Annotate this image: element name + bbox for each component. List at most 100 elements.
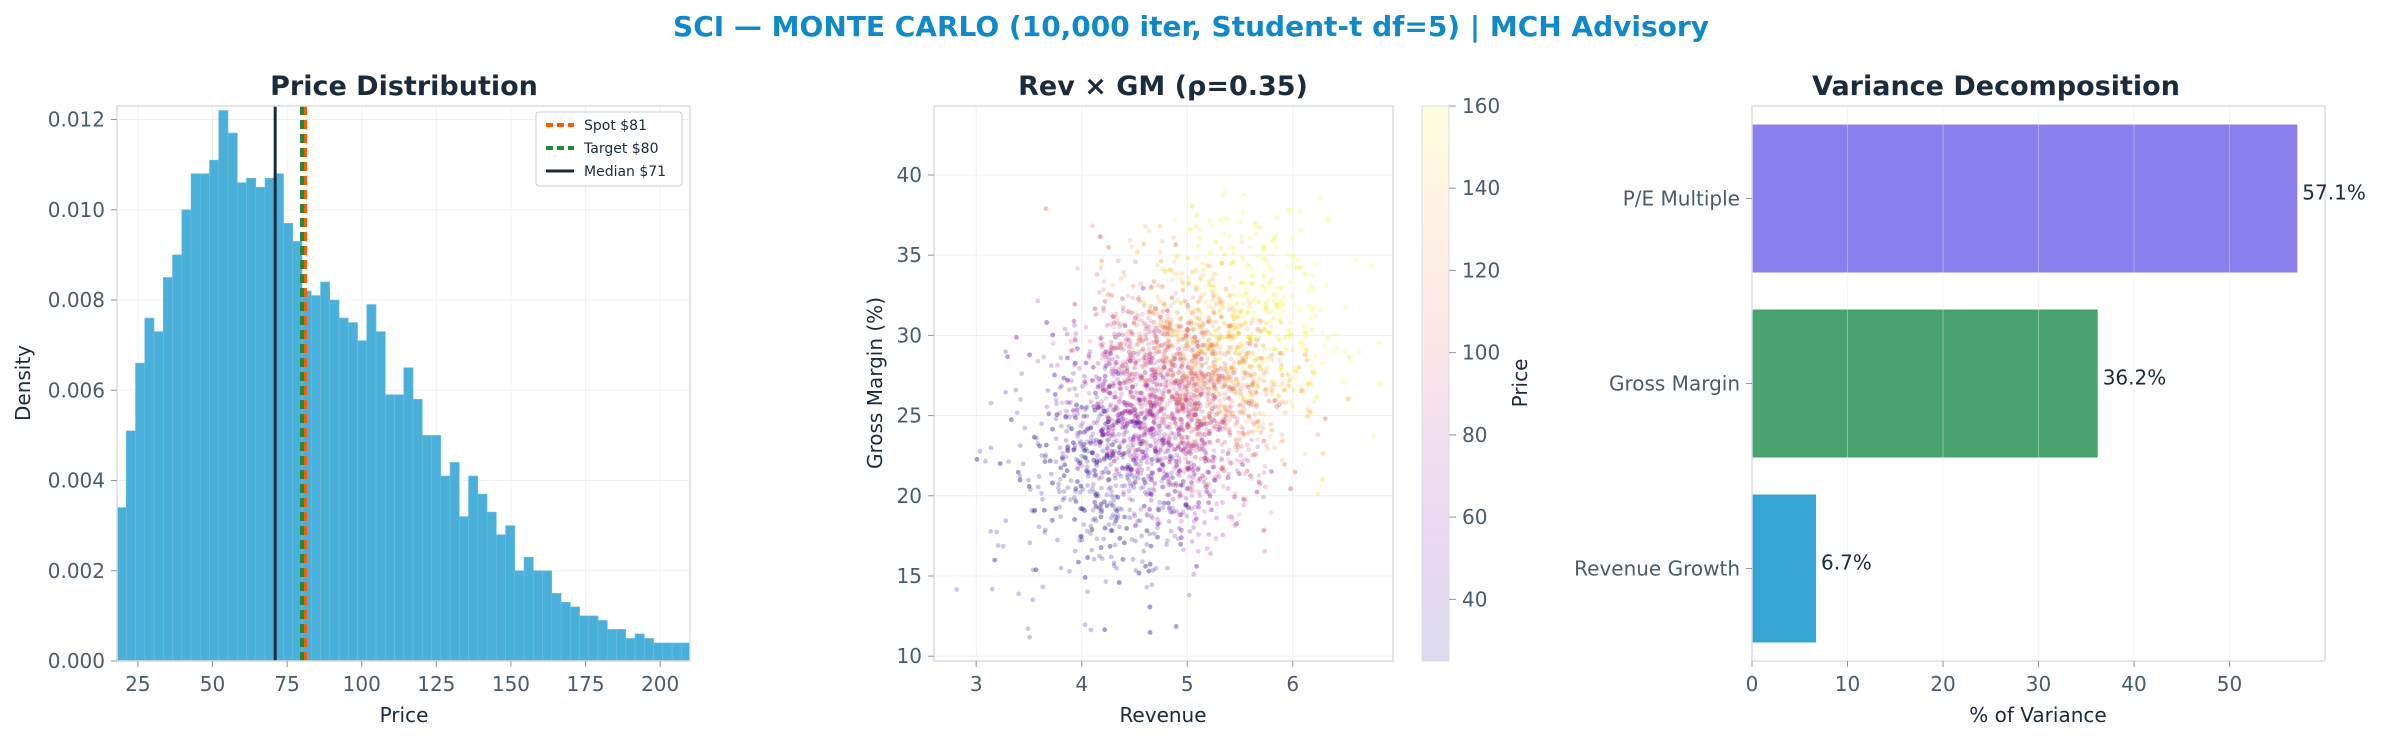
- scatter-point: [1211, 464, 1217, 470]
- scatter-point: [1127, 436, 1133, 442]
- scatter-point: [1167, 453, 1173, 459]
- scatter-point: [1181, 469, 1187, 475]
- scatter-point: [1228, 356, 1234, 362]
- scatter-point: [1128, 410, 1133, 416]
- scatter-point: [1246, 447, 1252, 452]
- scatter-point: [1193, 356, 1198, 362]
- scatter-point: [1065, 485, 1071, 491]
- scatter-point: [1166, 441, 1171, 446]
- scatter-point: [1209, 409, 1215, 414]
- scatter-point: [1135, 475, 1141, 481]
- scatter-point: [1039, 421, 1044, 427]
- scatter-point: [1164, 473, 1170, 478]
- scatter-point: [1177, 317, 1183, 322]
- scatter-point: [1111, 314, 1116, 319]
- scatter-point: [1131, 350, 1136, 356]
- scatter-point: [1252, 358, 1258, 363]
- scatter-point: [1183, 395, 1189, 401]
- scatter-point: [1054, 412, 1060, 418]
- scatter-point: [1198, 392, 1204, 397]
- scatter-point: [1231, 259, 1236, 265]
- scatter-point: [1143, 326, 1148, 332]
- histogram-bar: [116, 507, 127, 662]
- scatter-point: [1129, 444, 1135, 450]
- scatter-point: [1297, 208, 1302, 214]
- scatter-point: [1252, 371, 1257, 377]
- scatter-point: [1161, 301, 1167, 307]
- scatter-point: [1091, 457, 1097, 463]
- scatter-point: [1174, 271, 1179, 277]
- scatter-point: [1090, 378, 1095, 383]
- scatter-point: [1151, 361, 1157, 366]
- scatter-point: [1171, 363, 1176, 369]
- scatter-point: [1135, 468, 1140, 473]
- scatter-point: [1101, 287, 1107, 292]
- scatter-point: [1158, 446, 1164, 451]
- scatter-point: [1240, 430, 1246, 436]
- scatter-point: [1006, 459, 1011, 464]
- scatter-point: [1104, 450, 1110, 456]
- scatter-point: [1199, 443, 1205, 449]
- scatter-point: [1185, 424, 1191, 430]
- scatter-point: [1138, 424, 1144, 430]
- scatter-point: [1197, 393, 1203, 399]
- scatter-point: [1222, 383, 1227, 389]
- scatter-point: [1003, 389, 1009, 395]
- scatter-point: [1114, 508, 1120, 514]
- scatter-point: [1115, 494, 1121, 500]
- scatter-point: [1132, 479, 1138, 485]
- scatter-point: [1160, 419, 1165, 425]
- scatter-point: [1197, 316, 1202, 321]
- scatter-point: [1180, 287, 1186, 293]
- scatter-point: [1078, 439, 1083, 444]
- scatter-point: [1201, 334, 1206, 340]
- scatter-point: [1087, 470, 1093, 475]
- scatter-point: [1132, 365, 1138, 371]
- scatter-point: [1190, 488, 1196, 494]
- scatter-point: [1147, 399, 1153, 405]
- histogram-bar: [514, 570, 525, 662]
- scatter-point: [1370, 433, 1376, 438]
- scatter-point: [1153, 431, 1159, 437]
- scatter-point: [1069, 426, 1074, 432]
- scatter-point: [1251, 452, 1257, 458]
- scatter-point: [1262, 527, 1267, 533]
- scatter-point: [1202, 432, 1208, 438]
- scatter-point: [1140, 285, 1146, 291]
- scatter-point: [1191, 321, 1196, 326]
- scatter-point: [1208, 249, 1213, 255]
- scatter-point: [1204, 484, 1209, 490]
- scatter-point: [1300, 341, 1306, 347]
- scatter-point: [1226, 447, 1232, 453]
- scatter-point: [1114, 438, 1120, 444]
- scatter-point: [1199, 443, 1205, 449]
- scatter-point: [1302, 451, 1308, 457]
- scatter-point: [1159, 461, 1165, 466]
- scatter-point: [1224, 371, 1230, 377]
- scatter-point: [1259, 360, 1265, 366]
- scatter-point: [1255, 300, 1261, 305]
- scatter-point: [1251, 310, 1257, 315]
- scatter-point: [1226, 323, 1232, 329]
- scatter-point: [1267, 330, 1273, 336]
- scatter-point: [988, 400, 994, 406]
- scatter-point: [1179, 434, 1185, 440]
- scatter-point: [1223, 382, 1228, 387]
- scatter-point: [1253, 221, 1258, 227]
- scatter-point: [1152, 437, 1158, 443]
- scatter-point: [1245, 363, 1250, 368]
- scatter-point: [1193, 371, 1199, 376]
- scatter-point: [1185, 420, 1191, 426]
- scatter-point: [1224, 408, 1230, 413]
- scatter-point: [1194, 255, 1200, 261]
- scatter-point: [1127, 357, 1133, 363]
- scatter-point: [1155, 377, 1161, 382]
- scatter-point: [1172, 420, 1178, 426]
- scatter-point: [1191, 571, 1197, 577]
- scatter-point: [1194, 422, 1200, 427]
- scatter-point: [1050, 426, 1055, 432]
- scatter-point: [1164, 308, 1170, 313]
- scatter-point: [1069, 426, 1074, 432]
- scatter-point: [1079, 463, 1084, 469]
- scatter-point: [1298, 388, 1304, 394]
